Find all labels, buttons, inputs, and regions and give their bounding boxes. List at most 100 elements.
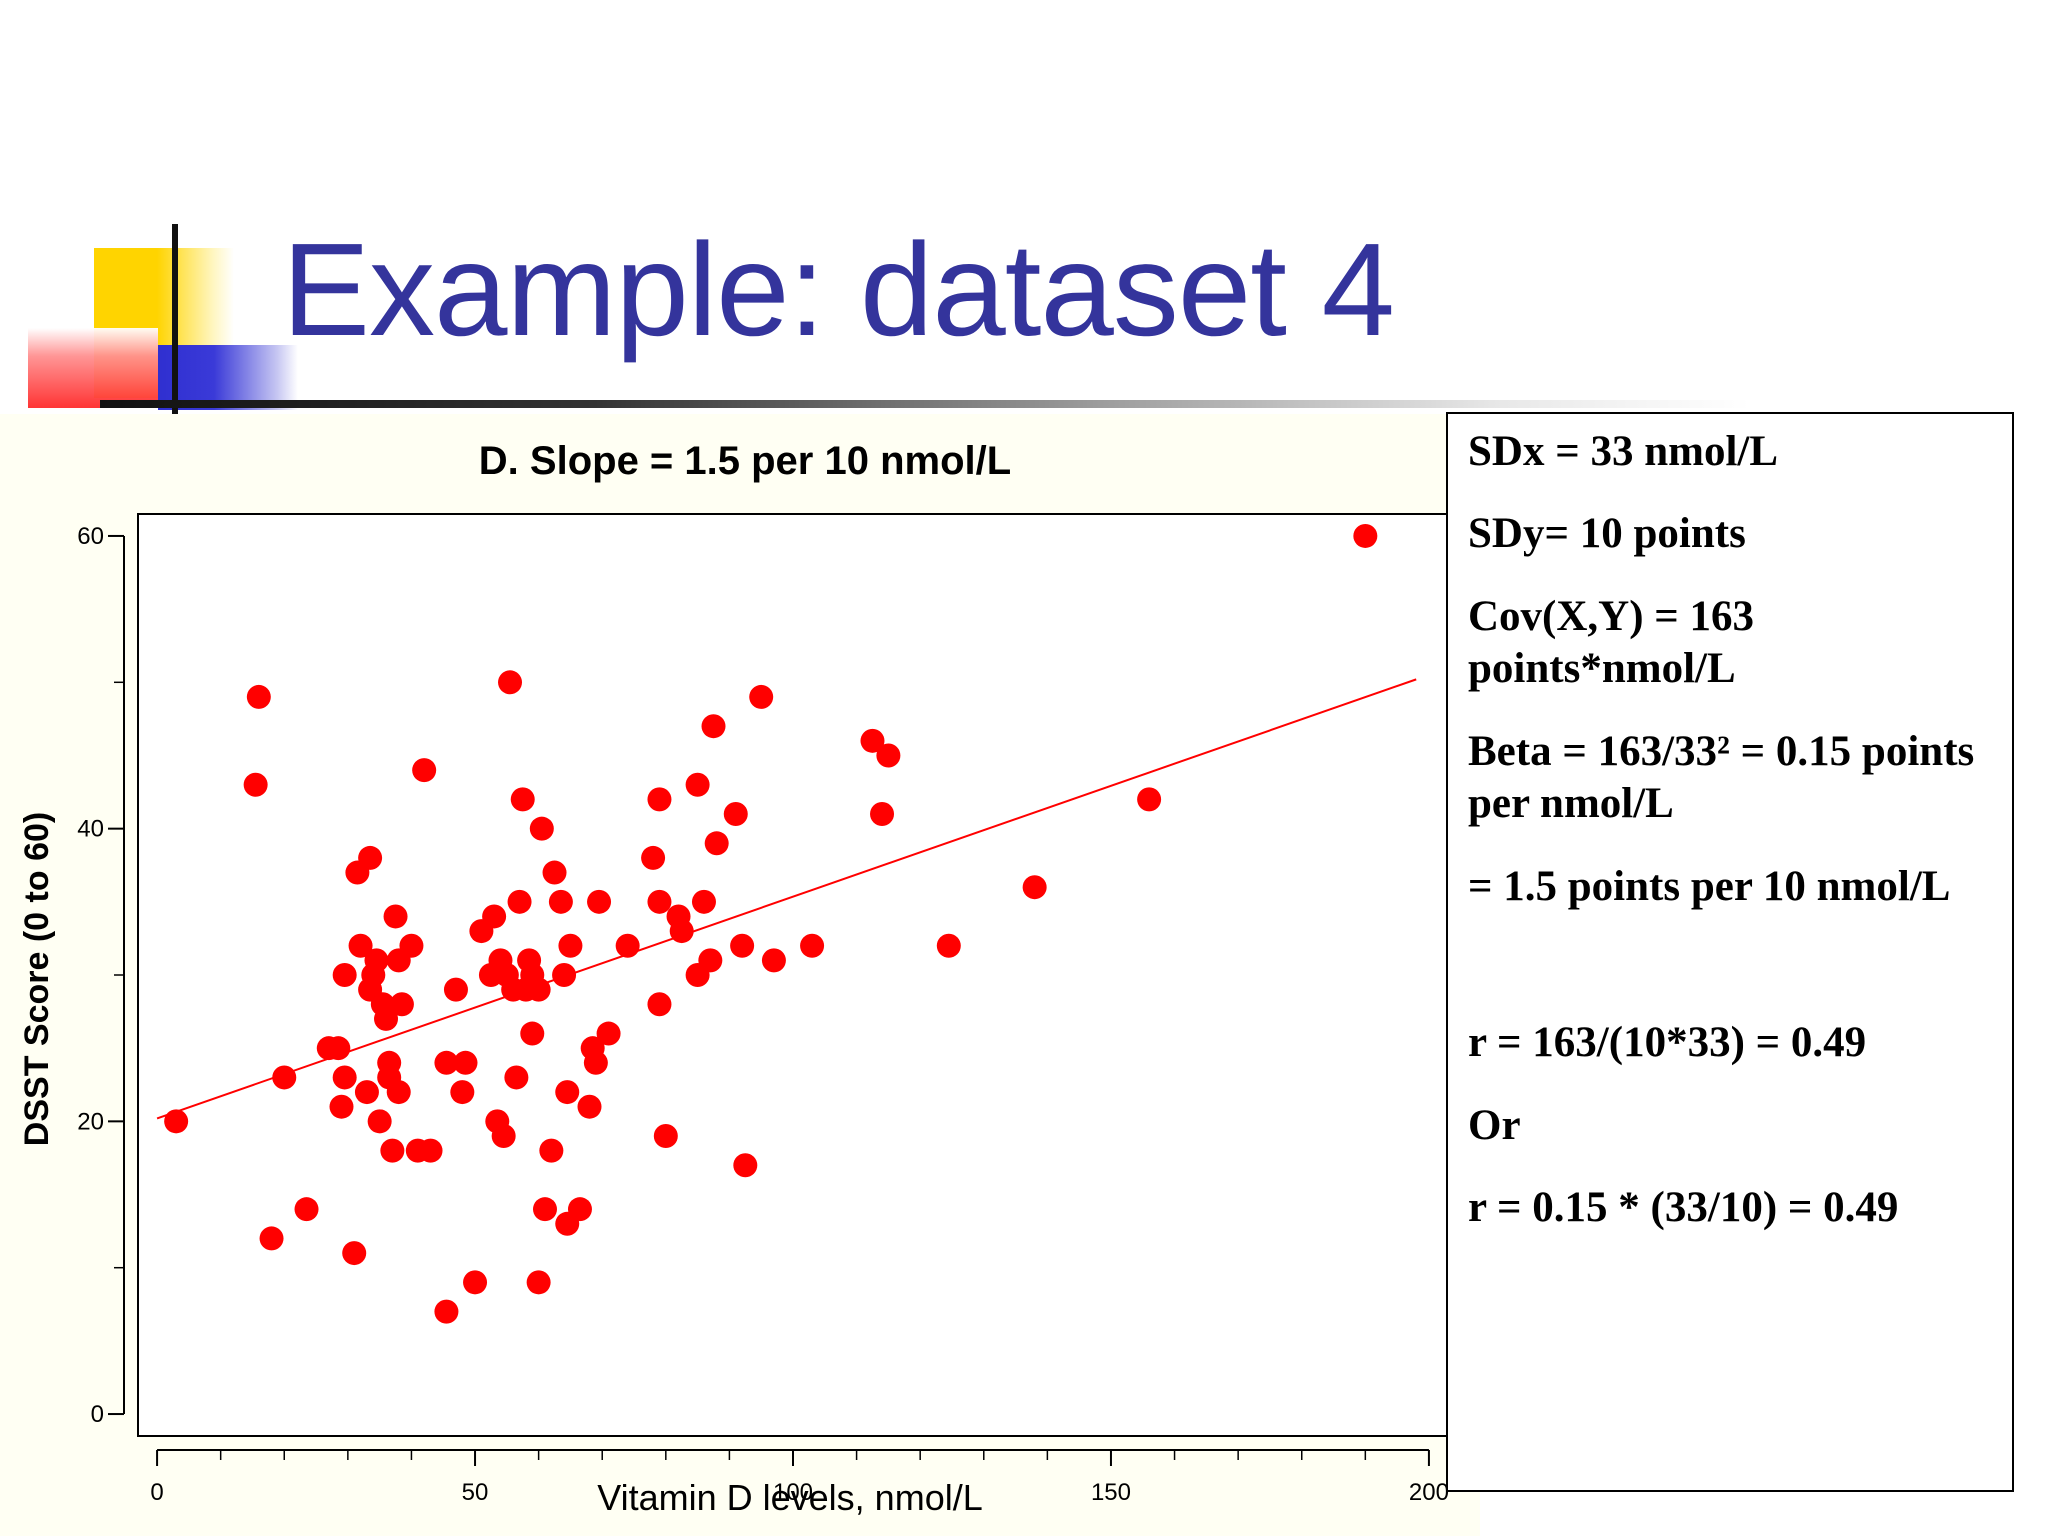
data-point (329, 1094, 354, 1119)
data-point (526, 977, 551, 1002)
data-points (164, 523, 1378, 1324)
data-point (1353, 523, 1378, 548)
data-point (259, 1226, 284, 1251)
data-point (374, 1006, 399, 1031)
data-point (342, 1241, 367, 1266)
covariance-line: Cov(X,Y) = 163 points*nmol/L (1468, 592, 1755, 693)
data-point (364, 948, 389, 973)
x-tick-label: 0 (150, 1479, 163, 1506)
data-point (243, 772, 268, 797)
data-point (1022, 875, 1047, 900)
data-point (450, 1080, 475, 1105)
x-tick-label: 50 (462, 1479, 489, 1506)
r-alt-formula-line: r = 0.15 * (33/10) = 0.49 (1468, 1184, 1899, 1232)
data-point (348, 933, 373, 958)
slide-title: Example: dataset 4 (282, 216, 1395, 363)
decorative-blue-bar (158, 345, 298, 410)
x-tick-label: 100 (773, 1479, 813, 1506)
data-point (332, 1065, 357, 1090)
data-point (510, 787, 535, 812)
data-point (583, 1050, 608, 1075)
y-tick-label: 20 (77, 1108, 104, 1135)
data-point (453, 1050, 478, 1075)
data-point (164, 1109, 189, 1134)
data-point (498, 670, 523, 695)
data-point (491, 1123, 516, 1148)
spacer (1468, 943, 1994, 1017)
data-point (1137, 787, 1162, 812)
data-point (596, 1021, 621, 1046)
data-point (418, 1138, 443, 1163)
data-point (698, 948, 723, 973)
data-point (647, 992, 672, 1017)
data-point (876, 743, 901, 768)
data-point (936, 933, 961, 958)
x-tick-label: 200 (1409, 1479, 1449, 1506)
data-point (463, 1270, 488, 1295)
or-line: Or (1468, 1101, 1521, 1149)
decorative-red-square (28, 328, 158, 408)
y-tick-label: 0 (91, 1401, 104, 1428)
data-point (399, 933, 424, 958)
data-point (526, 1270, 551, 1295)
data-point (552, 963, 577, 987)
sdy-line: SDy= 10 points (1468, 510, 1746, 558)
data-point (615, 933, 640, 958)
title-underline (100, 400, 1750, 408)
data-point (358, 845, 383, 870)
data-point (386, 1080, 411, 1105)
data-point (272, 1065, 297, 1090)
beta-line: Beta = 163/33² = 0.15 points per nmol/L (1468, 727, 1975, 828)
data-point (860, 728, 885, 753)
data-point (548, 889, 573, 914)
regression-line (156, 678, 1417, 1120)
data-point (701, 714, 726, 739)
data-point (730, 933, 755, 958)
sdx-line: SDx = 33 nmol/L (1468, 428, 1779, 475)
data-point (443, 977, 468, 1002)
data-point (567, 1197, 592, 1222)
data-point (434, 1050, 459, 1075)
data-point (577, 1094, 602, 1119)
scatter-chart: D. Slope = 1.5 per 10 nmol/L 0 50 100 150 20… (18, 439, 1449, 1518)
data-point (800, 933, 825, 958)
data-point (587, 889, 612, 914)
data-point (520, 1021, 545, 1046)
y-tick-label: 60 (77, 523, 104, 550)
data-point (870, 802, 895, 827)
data-point (555, 1080, 580, 1105)
data-point (482, 904, 507, 929)
data-point (647, 787, 672, 812)
data-point (647, 889, 672, 914)
data-point (294, 1197, 319, 1222)
data-point (504, 1065, 529, 1090)
data-point (685, 772, 710, 797)
data-point (434, 1299, 459, 1324)
decorative-vertical-line (172, 224, 178, 420)
data-point (723, 802, 748, 827)
data-point (704, 831, 729, 856)
y-tick-label: 40 (77, 816, 104, 843)
data-point (383, 904, 408, 929)
data-point (691, 889, 716, 914)
data-point (539, 1138, 564, 1163)
data-point (354, 1080, 379, 1105)
data-point (669, 919, 694, 944)
data-point (761, 948, 786, 973)
data-point (380, 1138, 405, 1163)
data-point (246, 684, 271, 709)
statistics-box: SDx = 33 nmol/L SDy= 10 points Cov(X,Y) … (1446, 412, 2014, 1492)
beta-per-10-line: = 1.5 points per 10 nmol/L (1468, 862, 1951, 910)
chart-title: D. Slope = 1.5 per 10 nmol/L (479, 439, 1011, 483)
data-point (532, 1197, 557, 1222)
r-formula-line: r = 163/(10*33) = 0.49 (1468, 1019, 1867, 1067)
data-point (507, 889, 532, 914)
data-point (653, 1123, 678, 1148)
x-axis-label: Vitamin D levels, nmol/L (597, 1477, 983, 1518)
data-point (389, 992, 414, 1017)
data-point (412, 758, 437, 783)
data-point (558, 933, 583, 958)
data-point (641, 845, 666, 870)
data-point (367, 1109, 392, 1134)
data-point (326, 1036, 351, 1061)
